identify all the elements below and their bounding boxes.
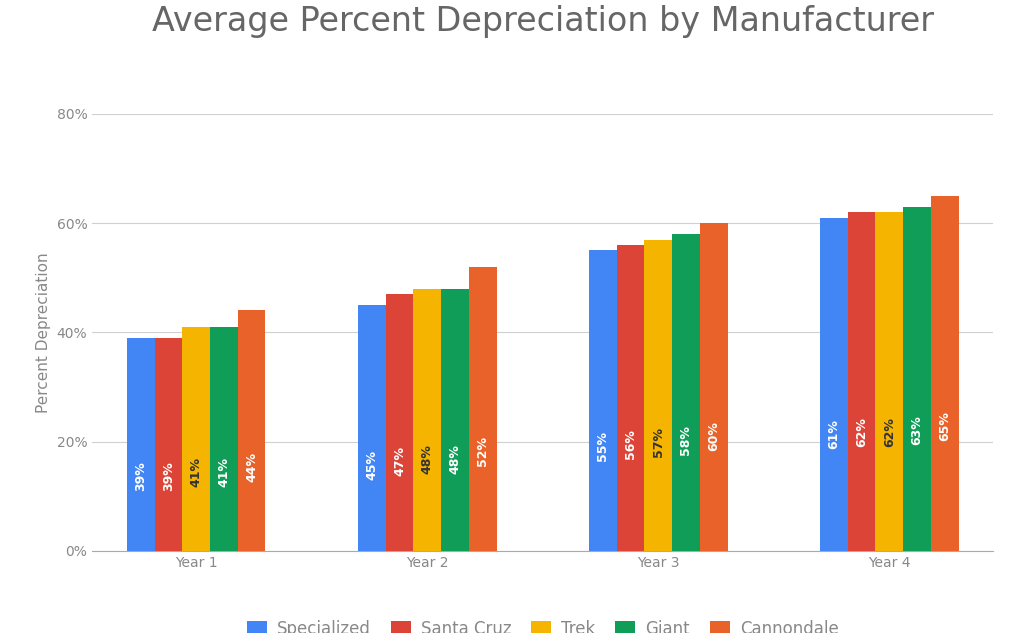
Bar xyxy=(441,289,469,551)
Bar xyxy=(903,207,931,551)
Bar xyxy=(589,251,616,551)
Text: 48%: 48% xyxy=(421,444,434,474)
Bar xyxy=(357,305,386,551)
Text: 61%: 61% xyxy=(827,419,841,449)
Text: 57%: 57% xyxy=(651,427,665,457)
Bar xyxy=(672,234,699,551)
Title: Average Percent Depreciation by Manufacturer: Average Percent Depreciation by Manufact… xyxy=(152,4,934,37)
Text: 60%: 60% xyxy=(708,421,720,451)
Bar xyxy=(155,338,182,551)
Y-axis label: Percent Depreciation: Percent Depreciation xyxy=(36,252,51,413)
Bar xyxy=(848,212,876,551)
Bar xyxy=(127,338,155,551)
Bar xyxy=(182,327,210,551)
Bar xyxy=(386,294,414,551)
Text: 44%: 44% xyxy=(245,451,258,482)
Text: 56%: 56% xyxy=(624,429,637,459)
Text: 52%: 52% xyxy=(476,436,489,467)
Bar xyxy=(931,196,958,551)
Bar xyxy=(469,267,497,551)
Text: 39%: 39% xyxy=(134,461,147,491)
Text: 58%: 58% xyxy=(680,425,692,455)
Text: 47%: 47% xyxy=(393,446,406,476)
Text: 48%: 48% xyxy=(449,444,462,474)
Bar xyxy=(699,223,728,551)
Bar xyxy=(414,289,441,551)
Text: 62%: 62% xyxy=(883,417,896,447)
Legend: Specialized, Santa Cruz, Trek, Giant, Cannondale: Specialized, Santa Cruz, Trek, Giant, Ca… xyxy=(239,611,847,633)
Text: 63%: 63% xyxy=(910,415,924,445)
Text: 45%: 45% xyxy=(366,449,378,480)
Text: 39%: 39% xyxy=(162,461,175,491)
Bar xyxy=(876,212,903,551)
Text: 62%: 62% xyxy=(855,417,868,447)
Bar xyxy=(238,311,265,551)
Bar xyxy=(616,245,644,551)
Text: 55%: 55% xyxy=(596,430,609,461)
Text: 41%: 41% xyxy=(189,458,203,487)
Bar xyxy=(820,218,848,551)
Text: 65%: 65% xyxy=(938,411,951,441)
Text: 41%: 41% xyxy=(217,458,230,487)
Bar xyxy=(210,327,238,551)
Bar xyxy=(644,239,672,551)
